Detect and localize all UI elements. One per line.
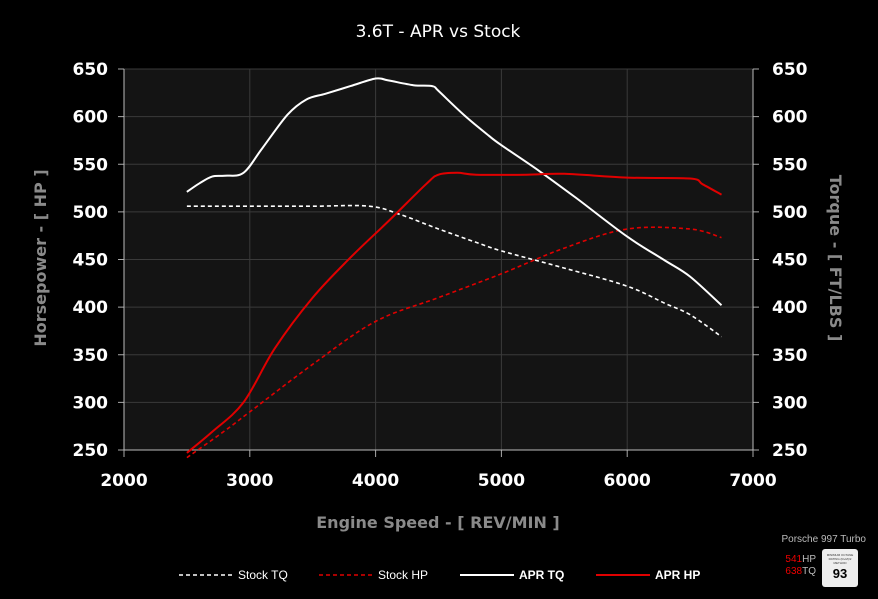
y-tick-label-left: 350 [73,346,109,366]
legend-label-apr-tq: APR TQ [519,568,564,582]
tq-value: 638 [785,566,803,577]
series-lines [186,77,723,459]
series-line-apr-tq [186,77,723,306]
tq-unit: TQ [802,566,816,577]
x-tick-label: 4000 [352,471,399,491]
series-line-stock-hp [186,226,722,459]
grid [123,68,754,451]
y-tick-label-left: 650 [73,60,109,80]
hp-unit: HP [802,554,816,565]
y-tick-label-left: 550 [73,155,109,175]
series-line-apr-hp [186,171,722,454]
y-tick-label-right: 500 [772,203,808,223]
hp-value: 541 [785,554,803,565]
y-tick-label-right: 550 [772,155,808,175]
x-tick-label: 7000 [729,471,776,491]
x-tick-label: 2000 [100,471,147,491]
y-tick-label-right: 600 [772,108,808,128]
series-line-stock-tq [186,204,722,338]
y-axis-left-label: Horsepower - [ HP ] [31,169,50,346]
y-tick-label-right: 250 [772,441,808,461]
legend-label-stock-hp: Stock HP [378,568,428,582]
y-tick-label-left: 300 [73,393,109,413]
octane-value: 93 [832,566,848,581]
y-tick-label-right: 650 [772,60,808,80]
legend-label-apr-hp: APR HP [655,568,700,582]
y-tick-label-left: 400 [73,298,109,318]
x-axis-label: Engine Speed - [ REV/MIN ] [316,513,560,532]
power-figures: 541HP 638TQ [760,554,816,578]
y-tick-label-right: 400 [772,298,808,318]
x-tick-label: 3000 [226,471,273,491]
y-tick-label-right: 350 [772,346,808,366]
x-tick-label: 5000 [478,471,525,491]
car-model: Porsche 997 Turbo [781,534,867,545]
y-tick-label-right: 300 [772,393,808,413]
x-tick-label: 6000 [604,471,651,491]
legend-label-stock-tq: Stock TQ [238,568,288,582]
y-tick-label-left: 450 [73,251,109,271]
octane-caption: MINIMUM OCTANE RATING (R+M)/2 METHOD [826,553,854,565]
spec-badge: Porsche 997 Turbo 541HP 638TQ MINIMUM OC… [760,534,876,596]
octane-label: MINIMUM OCTANE RATING (R+M)/2 METHOD 93 [822,549,858,587]
y-tick-label-right: 450 [772,251,808,271]
axes: 650 650 600 600 550 550 500 500 450 450 400 400 350 3… [73,60,808,491]
y-tick-label-left: 500 [73,203,109,223]
y-tick-label-left: 250 [73,441,109,461]
y-tick-label-left: 600 [73,108,109,128]
chart-title: 3.6T - APR vs Stock [356,22,521,42]
legend: Stock TQ Stock HP APR TQ APR HP [179,568,700,582]
y-axis-right-label: Torque - [ FT/LBS ] [826,175,845,342]
